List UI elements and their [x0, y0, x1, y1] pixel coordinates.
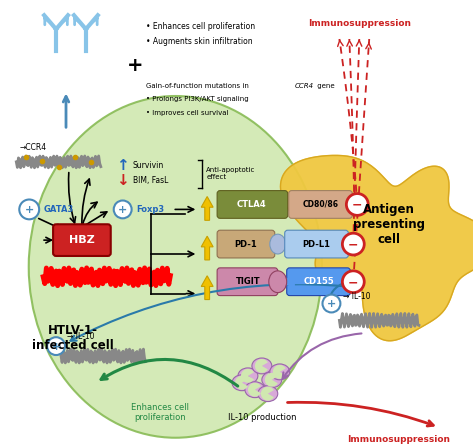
Wedge shape: [273, 365, 286, 379]
FancyBboxPatch shape: [53, 224, 111, 256]
Ellipse shape: [262, 372, 282, 388]
Text: TIGIT: TIGIT: [236, 277, 260, 286]
Text: Survivin: Survivin: [133, 161, 164, 170]
Text: +: +: [327, 299, 336, 309]
Ellipse shape: [270, 364, 290, 380]
Text: CD80/86: CD80/86: [302, 200, 338, 209]
Ellipse shape: [258, 386, 278, 401]
Text: Antigen
presenting
cell: Antigen presenting cell: [353, 203, 425, 246]
Ellipse shape: [245, 382, 265, 398]
Text: Enhances cell
proliferation: Enhances cell proliferation: [131, 403, 190, 422]
Text: ↑: ↑: [116, 158, 129, 173]
Text: Immunosuppression: Immunosuppression: [347, 435, 451, 444]
Wedge shape: [235, 376, 248, 390]
Ellipse shape: [232, 375, 252, 391]
Text: PD-L1: PD-L1: [302, 240, 330, 248]
Circle shape: [19, 199, 39, 219]
Text: Anti-apoptotic
effect: Anti-apoptotic effect: [206, 167, 255, 180]
Circle shape: [114, 201, 132, 219]
FancyBboxPatch shape: [289, 190, 352, 219]
Text: →CCR4: →CCR4: [19, 144, 46, 153]
Text: HTLV-1-
infected cell: HTLV-1- infected cell: [32, 324, 114, 352]
Text: CCR4: CCR4: [295, 83, 314, 89]
Circle shape: [342, 271, 364, 293]
Circle shape: [346, 194, 368, 215]
Polygon shape: [201, 236, 213, 260]
Text: +: +: [52, 342, 61, 351]
Text: HBZ: HBZ: [69, 235, 95, 245]
Text: → IL-10: → IL-10: [67, 332, 94, 341]
Ellipse shape: [252, 358, 272, 374]
Wedge shape: [265, 373, 278, 387]
Text: gene: gene: [315, 83, 334, 89]
Text: CD155: CD155: [303, 277, 334, 286]
Text: Foxp3: Foxp3: [137, 205, 165, 214]
Text: Immunosuppression: Immunosuppression: [308, 19, 411, 28]
Text: GATA3: GATA3: [43, 205, 73, 214]
Text: −: −: [348, 276, 358, 289]
Text: • Prolongs PI3K/AKT signaling: • Prolongs PI3K/AKT signaling: [146, 96, 248, 103]
Polygon shape: [281, 155, 474, 341]
Wedge shape: [241, 369, 254, 383]
Text: IL-10 production: IL-10 production: [228, 413, 296, 422]
FancyBboxPatch shape: [217, 190, 288, 219]
Wedge shape: [248, 383, 261, 396]
Text: • Enhances cell proliferation: • Enhances cell proliferation: [146, 22, 255, 31]
Circle shape: [47, 337, 65, 355]
Text: CTLA4: CTLA4: [237, 200, 267, 209]
Text: → IL-10: → IL-10: [343, 292, 371, 301]
Text: −: −: [348, 239, 358, 252]
FancyBboxPatch shape: [285, 230, 348, 258]
Text: • Improves cell survival: • Improves cell survival: [146, 110, 228, 116]
Ellipse shape: [29, 96, 322, 438]
FancyBboxPatch shape: [287, 268, 350, 296]
Wedge shape: [261, 387, 274, 401]
FancyBboxPatch shape: [217, 268, 278, 296]
Text: −: −: [352, 199, 363, 212]
Ellipse shape: [238, 368, 258, 384]
Text: BIM, FasL: BIM, FasL: [133, 176, 168, 185]
Text: • Augments skin infiltration: • Augments skin infiltration: [146, 37, 252, 45]
Circle shape: [322, 295, 340, 313]
Polygon shape: [201, 197, 213, 220]
Text: ↓: ↓: [116, 173, 129, 188]
Text: PD-1: PD-1: [235, 240, 257, 248]
Text: +: +: [118, 205, 128, 215]
Text: +: +: [128, 56, 144, 75]
Text: Gain-of-function mutations in: Gain-of-function mutations in: [146, 83, 251, 89]
Ellipse shape: [270, 234, 286, 254]
FancyBboxPatch shape: [217, 230, 275, 258]
Ellipse shape: [269, 271, 287, 293]
Polygon shape: [201, 276, 213, 300]
Text: +: +: [25, 205, 34, 215]
Circle shape: [342, 233, 364, 255]
Wedge shape: [255, 359, 268, 373]
